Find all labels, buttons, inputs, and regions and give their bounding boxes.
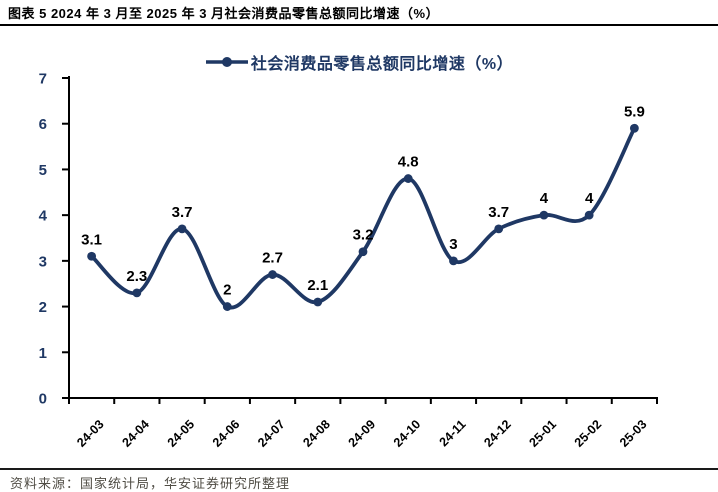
y-tick-label: 6: [39, 116, 47, 133]
footer-divider: [0, 468, 718, 470]
chart-legend: 社会消费品零售总额同比增速（%）: [0, 50, 718, 74]
data-point-label: 3.7: [172, 204, 193, 221]
x-tick-label: 25-01: [527, 417, 560, 450]
x-tick-label: 24-09: [346, 417, 379, 450]
data-point-marker: [313, 297, 323, 307]
data-point-label: 3.2: [353, 227, 374, 244]
data-point-label: 2.1: [307, 277, 328, 294]
x-tick-label: 24-03: [74, 417, 107, 450]
data-point-label: 3.7: [488, 204, 509, 221]
data-point-marker: [629, 123, 639, 133]
data-point-marker: [177, 224, 187, 234]
x-tick-label: 24-12: [481, 417, 514, 450]
x-tick-label: 25-02: [572, 417, 605, 450]
data-point-marker: [87, 251, 97, 261]
data-point-label: 2.3: [126, 268, 147, 285]
data-point-marker: [222, 302, 232, 311]
data-point-marker: [584, 210, 594, 220]
data-point-marker: [494, 224, 504, 234]
x-tick-label: 24-10: [391, 417, 424, 450]
y-tick-label: 4: [39, 208, 48, 225]
legend-line-marker-icon: [205, 55, 249, 69]
data-point-label: 2.7: [262, 250, 283, 267]
y-tick-label: 3: [39, 253, 47, 270]
x-tick-label: 24-07: [255, 417, 288, 450]
x-tick-label: 25-03: [617, 417, 650, 450]
data-point-marker: [132, 288, 142, 298]
y-tick-label: 1: [39, 345, 47, 362]
data-point-marker: [449, 256, 458, 266]
data-point-label: 3: [449, 236, 457, 253]
data-point-label: 4: [540, 190, 549, 207]
x-tick-label: 24-06: [210, 417, 243, 450]
x-tick-label: 24-11: [437, 417, 469, 449]
data-point-marker: [403, 174, 413, 183]
x-tick-label: 24-05: [165, 417, 198, 450]
x-tick-label: 24-04: [119, 417, 152, 450]
y-tick-label: 2: [39, 299, 47, 316]
source-note: 资料来源：国家统计局，华安证券研究所整理: [10, 476, 291, 491]
data-point-marker: [539, 210, 549, 220]
data-point-label: 4: [585, 190, 594, 207]
y-tick-label: 7: [39, 71, 47, 88]
y-tick-label: 5: [39, 162, 47, 179]
data-point-label: 4.8: [398, 154, 419, 171]
data-point-marker: [268, 270, 277, 279]
figure-title: 图表 5 2024 年 3 月至 2025 年 3 月社会消费品零售总额同比增速…: [8, 6, 440, 21]
x-tick-label: 24-08: [300, 417, 333, 450]
legend-label: 社会消费品零售总额同比增速（%）: [250, 56, 514, 73]
y-tick-label: 0: [39, 391, 47, 408]
data-point-label: 3.1: [81, 231, 102, 248]
data-point-marker: [358, 247, 368, 257]
title-divider: [0, 24, 718, 26]
data-point-label: 2: [223, 282, 231, 299]
data-point-label: 5.9: [624, 103, 645, 120]
